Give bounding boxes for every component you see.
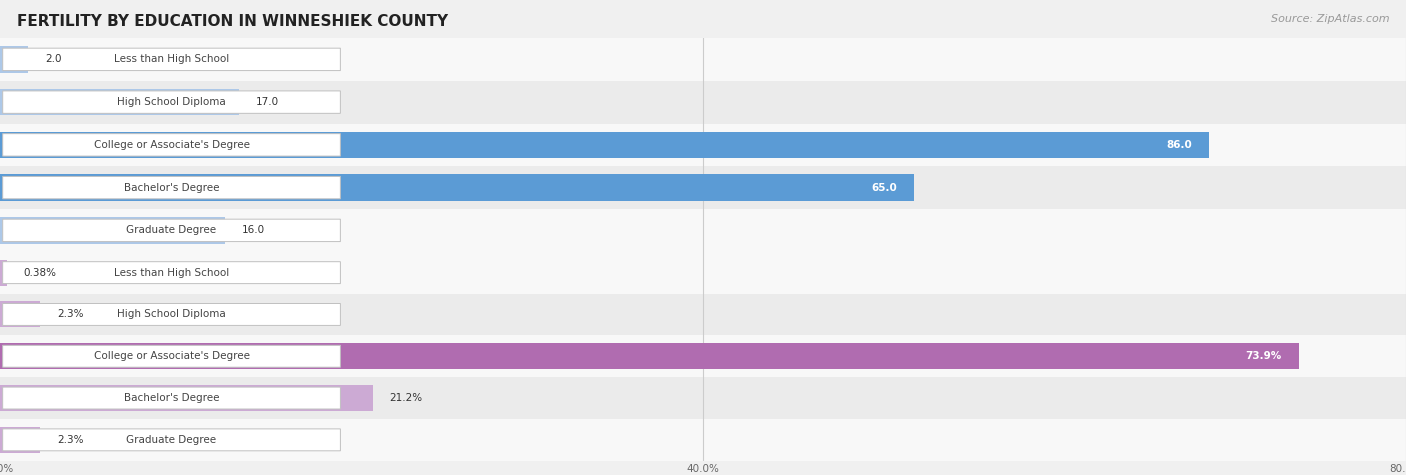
Bar	[0, 377, 1406, 419]
Text: Source: ZipAtlas.com: Source: ZipAtlas.com	[1271, 14, 1389, 24]
FancyBboxPatch shape	[3, 429, 340, 451]
Text: 2.3%: 2.3%	[58, 309, 84, 320]
FancyBboxPatch shape	[3, 91, 340, 114]
Bar	[0, 385, 373, 411]
Text: 2.0: 2.0	[45, 54, 62, 65]
Text: Graduate Degree: Graduate Degree	[127, 225, 217, 236]
Text: 73.9%: 73.9%	[1246, 351, 1282, 361]
FancyBboxPatch shape	[3, 219, 340, 242]
Text: Bachelor's Degree: Bachelor's Degree	[124, 393, 219, 403]
Text: High School Diploma: High School Diploma	[117, 97, 226, 107]
Bar	[0, 335, 1406, 377]
Bar	[0, 124, 1406, 166]
Text: Graduate Degree: Graduate Degree	[127, 435, 217, 445]
Text: 65.0: 65.0	[872, 182, 897, 193]
Text: 16.0: 16.0	[242, 225, 264, 236]
Text: 0.38%: 0.38%	[24, 267, 56, 278]
Bar	[0, 252, 1406, 294]
FancyBboxPatch shape	[3, 304, 340, 325]
Text: 86.0: 86.0	[1167, 140, 1192, 150]
FancyBboxPatch shape	[3, 133, 340, 156]
FancyBboxPatch shape	[3, 176, 340, 199]
Bar	[0, 419, 1406, 461]
FancyBboxPatch shape	[3, 387, 340, 409]
Text: 17.0: 17.0	[256, 97, 278, 107]
Bar	[0, 46, 28, 73]
Bar	[0, 302, 41, 327]
Text: College or Associate's Degree: College or Associate's Degree	[94, 351, 249, 361]
Bar	[0, 217, 225, 244]
Bar	[0, 132, 1209, 158]
Text: College or Associate's Degree: College or Associate's Degree	[94, 140, 249, 150]
Text: High School Diploma: High School Diploma	[117, 309, 226, 320]
Text: Less than High School: Less than High School	[114, 54, 229, 65]
Bar	[0, 38, 1406, 81]
FancyBboxPatch shape	[3, 48, 340, 71]
Bar	[0, 427, 41, 453]
Text: Less than High School: Less than High School	[114, 267, 229, 278]
Text: FERTILITY BY EDUCATION IN WINNESHIEK COUNTY: FERTILITY BY EDUCATION IN WINNESHIEK COU…	[17, 14, 449, 29]
Bar	[0, 343, 1299, 369]
FancyBboxPatch shape	[3, 345, 340, 367]
Bar	[0, 260, 7, 285]
Text: Bachelor's Degree: Bachelor's Degree	[124, 182, 219, 193]
FancyBboxPatch shape	[3, 262, 340, 284]
Bar	[0, 209, 1406, 252]
Bar	[0, 89, 239, 115]
Bar	[0, 174, 914, 201]
Bar	[0, 294, 1406, 335]
Bar	[0, 81, 1406, 124]
Text: 2.3%: 2.3%	[58, 435, 84, 445]
Bar	[0, 166, 1406, 209]
Text: 21.2%: 21.2%	[389, 393, 423, 403]
